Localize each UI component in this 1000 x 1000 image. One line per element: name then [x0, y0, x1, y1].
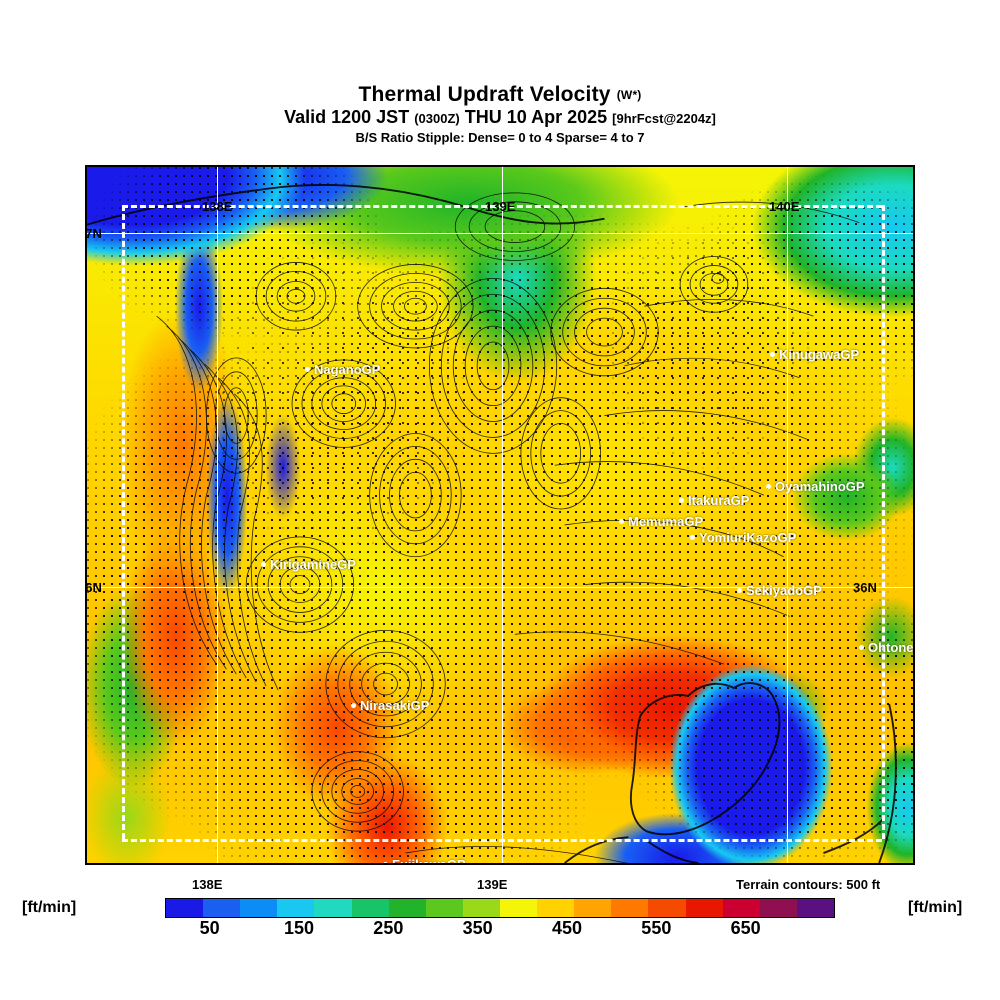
colorbar-swatch-7 [425, 899, 463, 917]
station-dot-icon [859, 645, 864, 650]
dashed-box-left [122, 205, 125, 839]
colorbar-tick-150: 150 [283, 918, 315, 938]
colorbar-tick-550: 550 [641, 918, 672, 938]
valid-jst: Valid 1200 JST [284, 107, 410, 127]
colorbar-swatch-14 [685, 899, 723, 917]
colorbar-swatch-11 [574, 899, 612, 917]
map-lon-label-138e-top: 138E [202, 199, 233, 214]
bs-ratio-sparse-stipple [87, 167, 913, 863]
colorbar[interactable] [165, 898, 835, 918]
dashed-box-right [882, 205, 885, 839]
colorbar-swatch-13 [648, 899, 686, 917]
colorbar-swatch-15 [722, 899, 760, 917]
station-marker-itakuragp[interactable]: ItakuraGP [679, 493, 749, 508]
map-lon-label-140e-top: 140E [769, 199, 800, 214]
station-label: KirigamineGP [270, 557, 356, 572]
page-title: Thermal Updraft Velocity (W*) [0, 84, 1000, 106]
station-marker-nirasakigp[interactable]: NirasakiGP [351, 698, 429, 713]
station-label: OyamahinoGP [775, 479, 865, 494]
station-marker-oyamahinogp[interactable]: OyamahinoGP [766, 479, 865, 494]
colorbar-tick-650: 650 [730, 918, 761, 938]
colorbar-swatch-6 [388, 899, 426, 917]
station-marker-ohtonegp[interactable]: OhtoneGP [859, 640, 914, 655]
forecast-tag: [9hrFcst@2204z] [612, 111, 716, 126]
colorbar-swatch-8 [462, 899, 500, 917]
graticule-lon-139e [502, 167, 503, 863]
station-dot-icon [261, 562, 266, 567]
station-marker-sekiyadogp[interactable]: SekiyadoGP [737, 583, 822, 598]
colorbar-swatch-0 [166, 899, 204, 917]
colorbar-swatch-12 [611, 899, 649, 917]
graticule-lat-37n [87, 233, 913, 234]
station-dot-icon [690, 535, 695, 540]
station-label: SekiyadoGP [746, 583, 822, 598]
map-lon-label-139e-top: 139E [485, 199, 516, 214]
dashed-box-bottom [122, 839, 882, 842]
map-lat-label-36n-left: 36N [85, 580, 102, 595]
colorbar-tick-250: 250 [373, 918, 404, 938]
station-label: MemumaGP [628, 514, 704, 529]
colorbar-tick-labels: 50 150 250 350 450 550 650 [165, 918, 835, 940]
valid-utc: (0300Z) [414, 111, 460, 126]
station-marker-memumagp[interactable]: MemumaGP [619, 514, 703, 529]
valid-date: THU 10 Apr 2025 [464, 107, 608, 127]
station-label: NaganoGP [314, 362, 381, 377]
graticule-lon-138e [217, 167, 218, 863]
station-label: ItakuraGP [688, 493, 750, 508]
colorbar-units-left: [ft/min] [22, 899, 77, 916]
station-label: FujikawaGP [392, 857, 466, 865]
graticule-lat-36n [87, 587, 913, 588]
title-superscript: (W*) [616, 88, 642, 102]
station-marker-fujikawagp[interactable]: FujikawaGP [383, 857, 466, 865]
station-dot-icon [305, 367, 310, 372]
graticule-lon-140e [787, 167, 788, 863]
station-dot-icon [679, 498, 684, 503]
map-lat-label-36n-right: 36N [853, 580, 877, 595]
station-marker-kinugawagp[interactable]: KinugawaGP [770, 347, 859, 362]
terrain-contour-note: Terrain contours: 500 ft [736, 877, 881, 892]
station-marker-naganogp[interactable]: NaganoGP [305, 362, 380, 377]
colorbar-units-right: [ft/min] [908, 899, 963, 916]
colorbar-tick-450: 450 [551, 918, 583, 938]
colorbar-swatch-17 [796, 899, 834, 917]
station-dot-icon [766, 484, 771, 489]
colorbar-swatch-5 [351, 899, 389, 917]
station-label: YomiuriKazoGP [699, 530, 797, 545]
station-marker-yomiurikazogp[interactable]: YomiuriKazoGP [690, 530, 796, 545]
stipple-legend-note: B/S Ratio Stipple: Dense= 0 to 4 Sparse=… [355, 130, 645, 145]
axis-lon-label-139e-bottom: 139E [477, 877, 508, 892]
station-marker-kirigaminegp[interactable]: KirigamineGP [261, 557, 356, 572]
colorbar-swatch-1 [203, 899, 241, 917]
station-dot-icon [351, 703, 356, 708]
colorbar-swatch-10 [537, 899, 575, 917]
title-main-text: Thermal Updraft Velocity [358, 83, 611, 106]
station-dot-icon [770, 352, 775, 357]
station-label: OhtoneGP [868, 640, 914, 655]
title-block: Thermal Updraft Velocity (W*) Valid 1200… [0, 84, 1000, 146]
valid-time-line: Valid 1200 JST (0300Z) THU 10 Apr 2025 [… [0, 107, 1000, 129]
station-label: KinugawaGP [779, 347, 860, 362]
colorbar-swatch-16 [759, 899, 797, 917]
colorbar-swatch-9 [499, 899, 538, 917]
station-dot-icon [737, 588, 742, 593]
axis-lon-label-138e-bottom: 138E [192, 877, 223, 892]
forecast-map[interactable]: 138E 139E 140E 37N 36N 36N NaganoGP Kinu… [85, 165, 915, 865]
colorbar-tick-50: 50 [199, 918, 220, 938]
station-label: NirasakiGP [360, 698, 430, 713]
colorbar-swatch-4 [314, 899, 352, 917]
map-lat-label-37n-left: 37N [85, 226, 102, 241]
colorbar-tick-350: 350 [462, 918, 493, 938]
colorbar-swatch-2 [240, 899, 278, 917]
dashed-box-top [122, 205, 882, 208]
station-dot-icon [383, 862, 388, 863]
station-dot-icon [619, 519, 624, 524]
colorbar-swatch-3 [277, 899, 315, 917]
